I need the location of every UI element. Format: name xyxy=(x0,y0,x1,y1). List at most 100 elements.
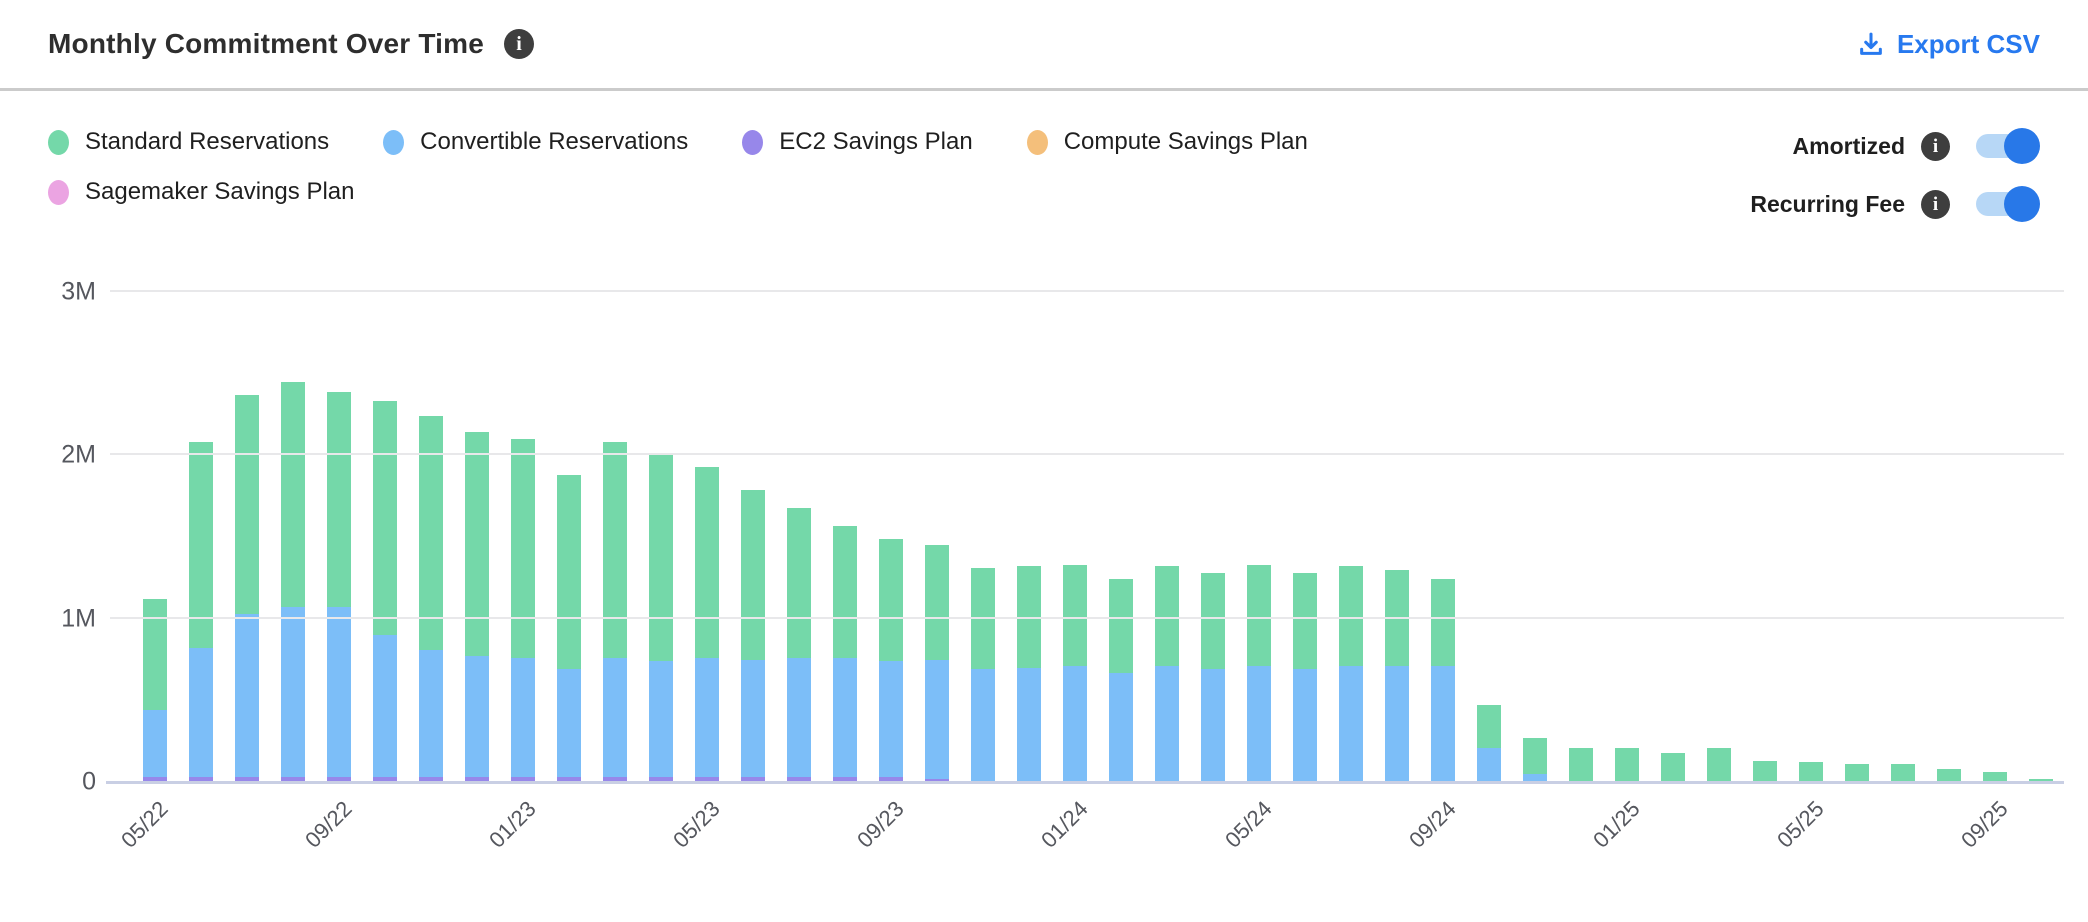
stacked-bar-10/24[interactable] xyxy=(1477,292,1501,782)
export-csv-button[interactable]: Export CSV xyxy=(1857,29,2040,60)
bar-slot-03/23 xyxy=(592,292,638,782)
stacked-bar-08/23[interactable] xyxy=(833,292,857,782)
stacked-bar-07/23[interactable] xyxy=(787,292,811,782)
bar-segment xyxy=(1201,572,1225,670)
bar-segment xyxy=(1937,768,1961,782)
stacked-bar-12/24[interactable] xyxy=(1569,292,1593,782)
stacked-bar-11/24[interactable] xyxy=(1523,292,1547,782)
bar-segment xyxy=(281,607,305,778)
stacked-bar-11/23[interactable] xyxy=(971,292,995,782)
stacked-bar-10/23[interactable] xyxy=(925,292,949,782)
bar-slot-10/24 xyxy=(1466,292,1512,782)
stacked-bar-03/24[interactable] xyxy=(1155,292,1179,782)
bar-segment xyxy=(603,442,627,658)
bar-slot-07/23 xyxy=(776,292,822,782)
bar-segment xyxy=(1661,752,1685,782)
stacked-bar-06/22[interactable] xyxy=(189,292,213,782)
stacked-bar-02/25[interactable] xyxy=(1661,292,1685,782)
toggle-knob xyxy=(2004,186,2040,222)
stacked-bar-08/25[interactable] xyxy=(1937,292,1961,782)
stacked-bar-12/22[interactable] xyxy=(465,292,489,782)
bar-slot-06/24 xyxy=(1282,292,1328,782)
stacked-bar-07/25[interactable] xyxy=(1891,292,1915,782)
title-info-icon[interactable]: i xyxy=(504,29,535,59)
bar-slot-04/24 xyxy=(1190,292,1236,782)
bar-segment xyxy=(189,777,213,782)
stacked-bar-06/23[interactable] xyxy=(741,292,765,782)
bar-segment xyxy=(649,661,673,778)
stacked-bar-01/24[interactable] xyxy=(1063,292,1087,782)
stacked-bar-10/22[interactable] xyxy=(373,292,397,782)
legend-item-compute-savings-plan[interactable]: Compute Savings Plan xyxy=(1026,128,1308,156)
bar-segment xyxy=(925,545,949,660)
stacked-bar-05/24[interactable] xyxy=(1247,292,1271,782)
bar-slot-05/22: 05/22 xyxy=(116,292,178,853)
bar-segment xyxy=(327,607,351,778)
bar-segment xyxy=(833,777,857,782)
page-title: Monthly Commitment Over Time xyxy=(48,28,485,59)
stacked-bar-04/25[interactable] xyxy=(1753,292,1777,782)
stacked-bar-01/23[interactable] xyxy=(511,292,535,782)
stacked-bar-09/23[interactable] xyxy=(879,292,903,782)
stacked-bar-10/25[interactable] xyxy=(2029,292,2053,782)
stacked-bar-03/23[interactable] xyxy=(603,292,627,782)
stacked-bar-05/22[interactable] xyxy=(143,292,167,782)
stacked-bar-02/24[interactable] xyxy=(1109,292,1133,782)
stacked-bar-12/23[interactable] xyxy=(1017,292,1041,782)
stacked-bar-04/23[interactable] xyxy=(649,292,673,782)
legend-label: Compute Savings Plan xyxy=(1063,128,1308,155)
legend-item-standard-reservations[interactable]: Standard Reservations xyxy=(48,128,329,156)
bar-slot-10/23 xyxy=(914,292,960,782)
info-icon[interactable]: i xyxy=(1921,131,1950,161)
bar-segment xyxy=(695,657,719,778)
stacked-bar-06/24[interactable] xyxy=(1293,292,1317,782)
stacked-bar-09/22[interactable] xyxy=(327,292,351,782)
bar-segment xyxy=(1109,672,1133,782)
bar-segment xyxy=(1201,669,1225,782)
x-axis-label-05/24: 05/24 xyxy=(1220,796,1277,853)
stacked-bar-08/24[interactable] xyxy=(1385,292,1409,782)
toggle-switch-amortized[interactable] xyxy=(1976,128,2040,164)
legend-row: Sagemaker Savings Plan xyxy=(48,178,1448,206)
stacked-bar-03/25[interactable] xyxy=(1707,292,1731,782)
bar-segment xyxy=(1845,764,1869,782)
legend-item-convertible-reservations[interactable]: Convertible Reservations xyxy=(383,128,688,156)
stacked-bar-05/23[interactable] xyxy=(695,292,719,782)
stacked-bar-11/22[interactable] xyxy=(419,292,443,782)
bar-segment xyxy=(603,657,627,778)
stacked-bar-01/25[interactable] xyxy=(1615,292,1639,782)
bar-slot-07/22 xyxy=(224,292,270,782)
stacked-bar-07/22[interactable] xyxy=(235,292,259,782)
bar-segment xyxy=(1523,737,1547,774)
bar-slot-01/25: 01/25 xyxy=(1588,292,1650,853)
bar-slot-11/22 xyxy=(408,292,454,782)
legend-color-dot xyxy=(383,129,405,155)
bar-segment xyxy=(1523,773,1547,782)
stacked-bar-08/22[interactable] xyxy=(281,292,305,782)
x-axis-label-09/25: 09/25 xyxy=(1956,796,2013,853)
chart-legend: Standard Reservations Convertible Reserva… xyxy=(48,128,1448,206)
bar-segment xyxy=(1339,666,1363,782)
info-icon[interactable]: i xyxy=(1921,189,1950,219)
bar-segment xyxy=(1983,772,2007,782)
bar-segment xyxy=(1707,747,1731,782)
stacked-bar-05/25[interactable] xyxy=(1799,292,1823,782)
legend-item-ec2-savings-plan[interactable]: EC2 Savings Plan xyxy=(742,128,973,156)
legend-item-sagemaker-savings-plan[interactable]: Sagemaker Savings Plan xyxy=(48,178,354,206)
bar-segment xyxy=(419,777,443,782)
stacked-bar-02/23[interactable] xyxy=(557,292,581,782)
stacked-bar-09/25[interactable] xyxy=(1983,292,2007,782)
stacked-bar-09/24[interactable] xyxy=(1431,292,1455,782)
plot-area: 05/22 09/22 01/23 05/23 09/23 01/24 05/24 09/24… xyxy=(61,278,2064,853)
bar-segment xyxy=(971,568,995,670)
stacked-bar-06/25[interactable] xyxy=(1845,292,1869,782)
stacked-bar-07/24[interactable] xyxy=(1339,292,1363,782)
bar-segment xyxy=(787,777,811,782)
stacked-bar-04/24[interactable] xyxy=(1201,292,1225,782)
x-axis-line xyxy=(106,781,2064,784)
legend-row: Standard Reservations Convertible Reserva… xyxy=(48,128,1448,156)
y-axis-label-1M: 1M xyxy=(61,604,96,633)
bar-segment xyxy=(833,525,857,658)
toggle-switch-recurring-fee[interactable] xyxy=(1976,186,2040,222)
bar-segment xyxy=(787,507,811,658)
